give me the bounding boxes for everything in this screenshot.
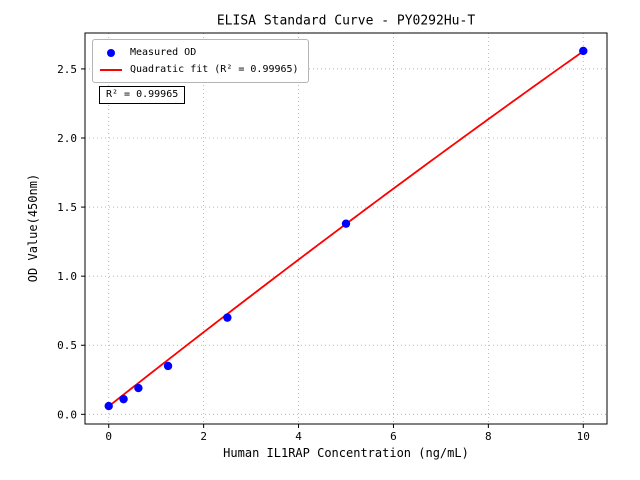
legend-dot-icon [107,48,115,57]
measured-od-point [163,361,173,371]
y-axis-label: OD Value(450nm) [26,173,40,283]
measured-od-point [104,401,113,411]
y-tick-label: 2.0 [57,132,77,145]
y-tick-label: 2.5 [57,63,77,76]
x-tick-label: 10 [577,430,590,443]
x-tick-label: 4 [295,430,302,443]
y-tick-label: 1.5 [57,201,77,214]
x-tick-label: 0 [105,430,112,443]
legend-marker-area [99,48,123,57]
measured-od-point [119,394,128,404]
x-tick-label: 6 [390,430,397,443]
y-tick-label: 1.0 [57,270,77,283]
legend-item-quadratic-fit: Quadratic fit (R² = 0.99965) [99,61,299,78]
axes-frame [84,32,608,425]
x-tick-label: 2 [200,430,207,443]
quadratic-fit-line [108,50,584,408]
x-axis-label: Human IL1RAP Concentration (ng/mL) [223,446,469,460]
y-tick-label: 0.0 [57,408,77,421]
measured-od-point [223,313,232,322]
measured-od-point [341,219,351,228]
measured-od-point [579,46,588,56]
y-tick-label: 0.5 [57,339,77,352]
legend-item-measured-od: Measured OD [99,44,299,61]
measured-od-point [134,383,143,393]
legend-marker-area [99,68,123,71]
legend: Measured OD Quadratic fit (R² = 0.99965) [92,39,309,83]
x-tick-label: 8 [485,430,492,443]
legend-label-quadratic-fit: Quadratic fit (R² = 0.99965) [130,64,299,75]
legend-line-icon [100,68,122,71]
legend-label-measured-od: Measured OD [130,47,197,58]
r-squared-annotation: R² = 0.99965 [99,86,186,104]
chart-title: ELISA Standard Curve - PY0292Hu-T [216,13,476,29]
